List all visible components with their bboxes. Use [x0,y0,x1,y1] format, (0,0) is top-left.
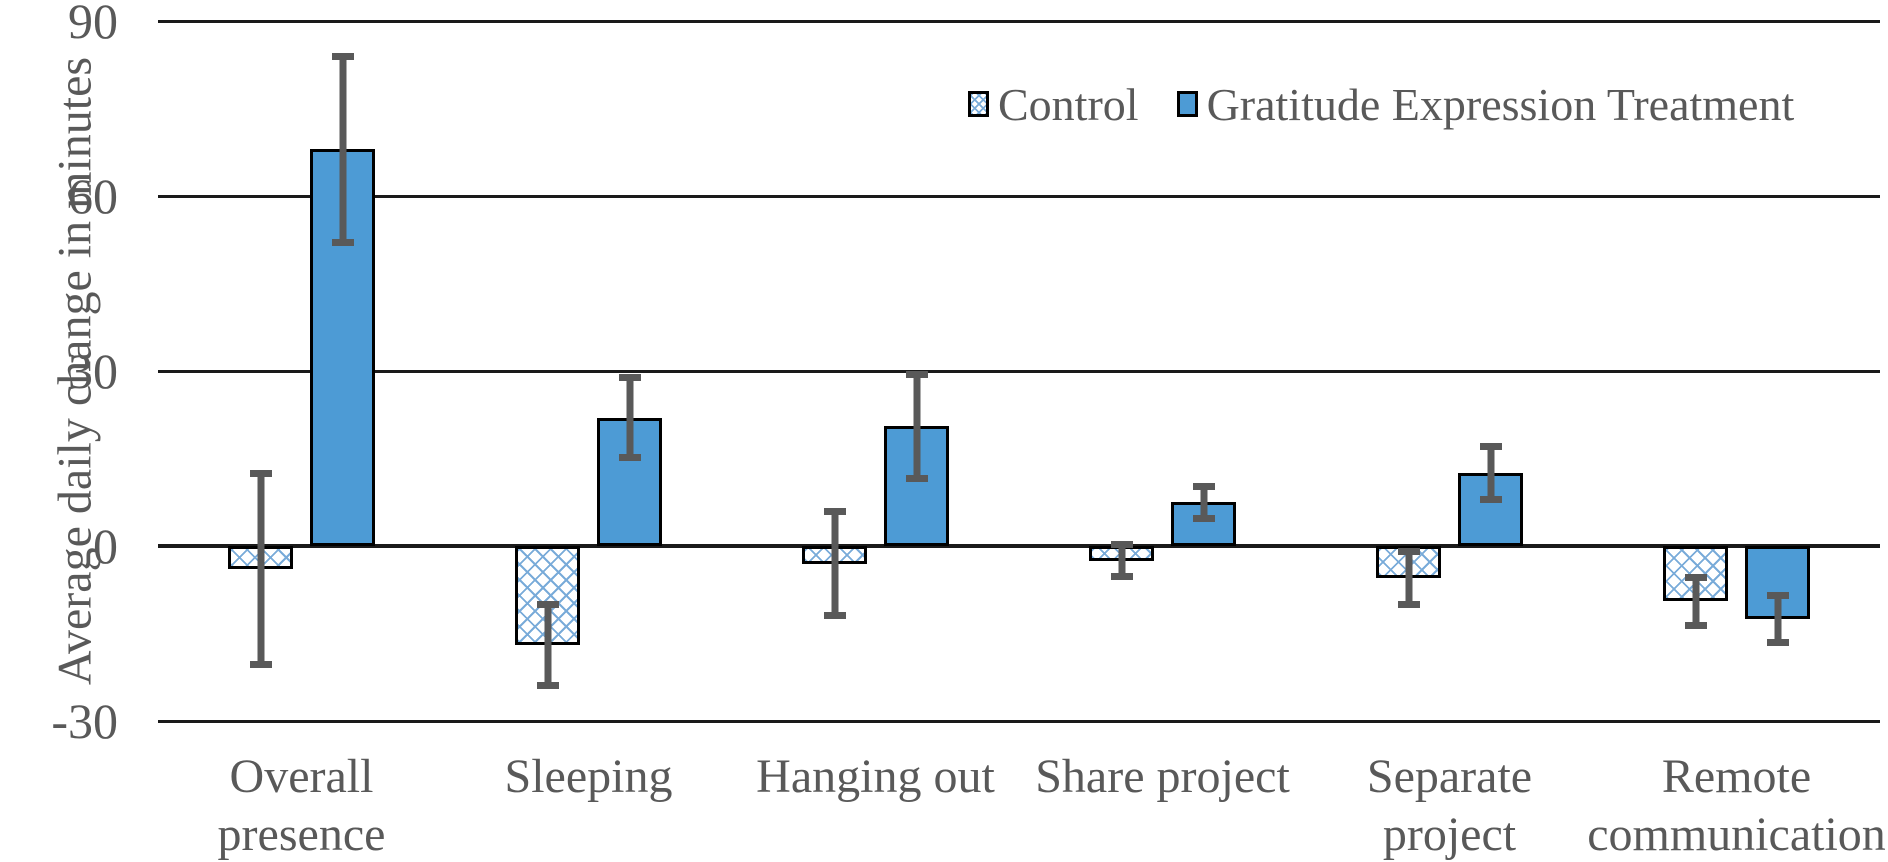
error-bar-stem [831,508,838,619]
control-swatch-icon [968,91,989,117]
error-bar-control-separate-project [1397,547,1420,609]
error-bar-stem [1692,574,1699,629]
error-bar-cap [1397,601,1420,609]
y-tick-label-90: 90 [68,0,118,49]
error-bar-control-overall-presence [249,470,272,669]
error-bar-cap [1192,514,1215,522]
y-tick-label--30: -30 [51,693,118,749]
legend-label-treatment: Gratitude Expression Treatment [1206,78,1795,130]
gridline-60 [158,194,1880,198]
error-bar-control-hanging-out [823,508,846,619]
category-label-share-project: Share project [1035,750,1290,803]
category-label-remote-communication: Remote communication [1587,750,1886,861]
y-tick-label-0: 0 [93,518,118,574]
error-bar-cap [1479,496,1502,504]
error-bar-cap [618,454,641,462]
legend-item-treatment: Gratitude Expression Treatment [1176,78,1795,131]
error-bar-stem [339,53,346,246]
error-bar-cap [823,611,846,619]
error-bar-stem [626,373,633,462]
error-bar-control-remote-communication [1684,574,1707,629]
gridline-90 [158,19,1880,23]
error-bar-stem [1200,483,1207,522]
category-label-sleeping: Sleeping [504,750,673,803]
gridline--30 [158,719,1880,723]
error-bar-gratitude-expression-treatment-remote-communication [1766,591,1789,647]
error-bar-control-share-project [1110,541,1133,580]
error-bar-gratitude-expression-treatment-share-project [1192,483,1215,522]
error-bar-gratitude-expression-treatment-hanging-out [905,371,928,482]
y-tick-label-30: 30 [68,343,118,399]
error-bar-gratitude-expression-treatment-separate-project [1479,442,1502,504]
gridline-0 [158,544,1880,548]
category-label-separate-project: Separate project [1366,750,1533,861]
error-bar-gratitude-expression-treatment-overall-presence [331,53,354,246]
error-bar-cap [536,681,559,689]
error-bar-stem [1118,541,1125,580]
error-bar-cap [905,474,928,482]
legend-item-control: Control [968,78,1139,131]
error-bar-cap [1684,621,1707,629]
error-bar-control-sleeping [536,601,559,689]
error-bar-cap [331,238,354,246]
legend-label-control: Control [998,78,1139,130]
error-bar-cap [249,661,272,669]
gridline-30 [158,369,1880,373]
error-bar-cap [1110,572,1133,580]
y-tick-label-60: 60 [68,168,118,224]
error-bar-stem [1774,591,1781,647]
category-label-hanging-out: Hanging out [756,750,995,803]
error-bar-stem [544,601,551,689]
error-bar-gratitude-expression-treatment-sleeping [618,373,641,462]
error-bar-stem [257,470,264,669]
error-bar-stem [1405,547,1412,609]
legend: Control Gratitude Expression Treatment [968,76,1794,132]
treatment-swatch-icon [1176,91,1198,117]
category-label-overall-presence: Overall presence [217,750,386,861]
error-bar-cap [1766,639,1789,647]
error-bar-stem [1487,442,1494,504]
error-bar-stem [913,371,920,482]
